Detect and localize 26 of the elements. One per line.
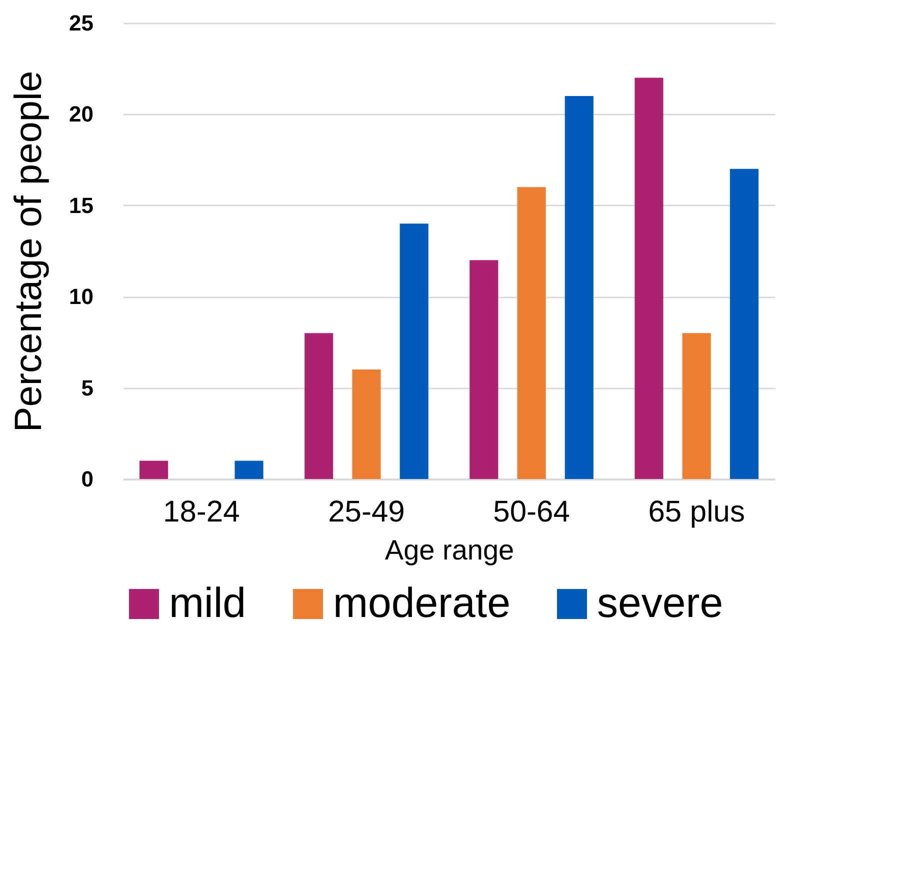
x-tick-label: 18-24 <box>163 496 240 528</box>
bar <box>730 168 758 479</box>
bar <box>682 333 711 479</box>
y-tick-label: 5 <box>81 375 94 400</box>
x-tick-label: 65 plus <box>648 496 745 528</box>
bar <box>517 187 546 479</box>
x-tick-label: 50-64 <box>493 496 570 528</box>
bar <box>470 260 498 479</box>
bar <box>634 78 664 479</box>
bar <box>352 370 381 479</box>
y-tick-label: 15 <box>69 192 94 218</box>
bar <box>234 460 264 479</box>
legend-label: mild <box>169 579 246 626</box>
bar <box>140 460 168 479</box>
bar <box>400 224 428 479</box>
y-tick-label: 0 <box>81 466 94 492</box>
y-tick-label: 25 <box>69 10 94 36</box>
y-tick-label: 10 <box>69 284 94 310</box>
legend-label: moderate <box>333 579 510 626</box>
bar <box>304 333 334 479</box>
bar <box>564 96 594 479</box>
legend-label: severe <box>597 579 724 626</box>
y-axis-title: Percentage of people <box>8 70 50 432</box>
x-axis-title: Age range <box>384 534 514 566</box>
y-tick-label: 20 <box>69 102 94 127</box>
x-tick-label: 25-49 <box>328 496 405 528</box>
